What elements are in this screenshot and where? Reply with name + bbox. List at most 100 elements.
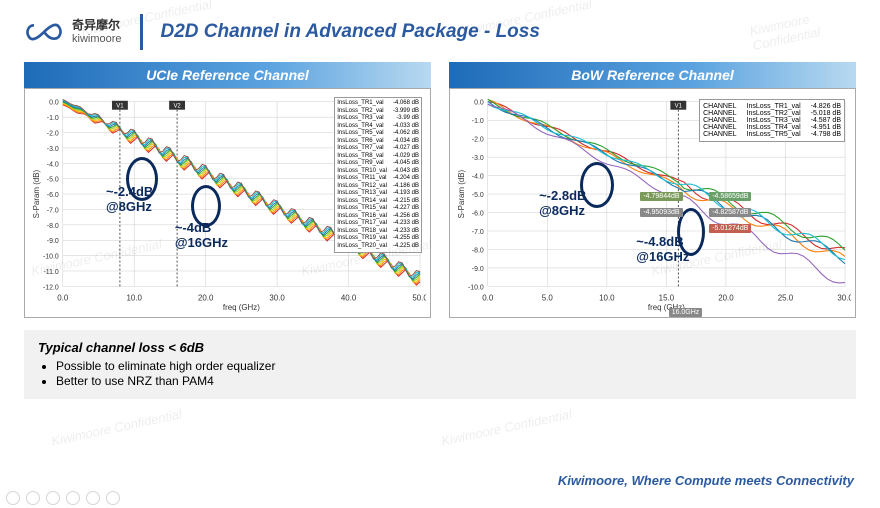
- svg-text:30.0: 30.0: [269, 293, 285, 302]
- annotation-label: ~-2.8dB@8GHz: [539, 189, 586, 219]
- tb-icon[interactable]: [26, 491, 40, 505]
- svg-text:-6.0: -6.0: [472, 211, 484, 218]
- svg-text:-3.0: -3.0: [472, 155, 484, 162]
- legend-row: InsLoss_TR17_val-4.233 dB: [337, 220, 419, 228]
- svg-text:-7.0: -7.0: [47, 207, 59, 214]
- page-title: D2D Channel in Advanced Package - Loss: [161, 21, 540, 43]
- legend-row: InsLoss_TR18_val-4.233 dB: [337, 228, 419, 236]
- legend-row: CHANNELInsLoss_TR1_val-4.826 dB: [703, 103, 841, 110]
- annotation-label: ~-4dB@16GHz: [175, 221, 228, 251]
- header: 奇异摩尔 kiwimoore D2D Channel in Advanced P…: [0, 0, 880, 60]
- svg-text:V1: V1: [116, 104, 124, 110]
- legend-row: InsLoss_TR11_val-4.204 dB: [337, 175, 419, 183]
- svg-text:S-Param (dB): S-Param (dB): [32, 169, 41, 218]
- svg-text:-7.0: -7.0: [472, 229, 484, 236]
- tb-icon[interactable]: [66, 491, 80, 505]
- svg-text:-12.0: -12.0: [43, 284, 59, 291]
- summary-box: Typical channel loss < 6dB Possible to e…: [24, 330, 856, 399]
- svg-text:-2.0: -2.0: [472, 137, 484, 144]
- ucie-chart-area: 0.010.020.030.040.050.0-12.0-11.0-10.0-9…: [24, 88, 431, 318]
- legend-row: InsLoss_TR1_val-4.068 dB: [337, 100, 419, 108]
- svg-text:-8.0: -8.0: [472, 247, 484, 254]
- svg-text:0.0: 0.0: [49, 100, 59, 107]
- charts-row: UCIe Reference Channel 0.0 10.0 20.0 30.0 40…: [0, 60, 880, 326]
- data-marker: -4.95093dB: [640, 208, 682, 217]
- divider: [140, 14, 143, 50]
- data-marker: -4.58659dB: [709, 192, 751, 201]
- legend-row: InsLoss_TR20_val-4.225 dB: [337, 243, 419, 251]
- data-marker: -5.01274dB: [709, 224, 751, 233]
- legend-row: CHANNELInsLoss_TR5_val-4.798 dB: [703, 131, 841, 138]
- summary-title: Typical channel loss < 6dB: [38, 340, 842, 355]
- svg-text:-6.0: -6.0: [47, 192, 59, 199]
- svg-text:0.0: 0.0: [57, 293, 69, 302]
- legend-row: InsLoss_TR5_val-4.062 dB: [337, 130, 419, 138]
- tb-icon[interactable]: [106, 491, 120, 505]
- svg-text:S-Param (dB): S-Param (dB): [457, 169, 466, 218]
- watermark: Kiwimoore Confidential: [440, 406, 573, 448]
- svg-text:freq (GHz): freq (GHz): [223, 303, 260, 312]
- svg-text:-5.0: -5.0: [472, 192, 484, 199]
- svg-text:50.0: 50.0: [412, 293, 426, 302]
- legend-row: InsLoss_TR12_val-4.186 dB: [337, 183, 419, 191]
- summary-bullet: Possible to eliminate high order equaliz…: [56, 359, 842, 373]
- svg-text:-4.0: -4.0: [472, 174, 484, 181]
- svg-text:40.0: 40.0: [341, 293, 357, 302]
- tb-icon[interactable]: [86, 491, 100, 505]
- bow-title: BoW Reference Channel: [449, 62, 856, 88]
- svg-text:-4.0: -4.0: [47, 161, 59, 168]
- legend-row: InsLoss_TR3_val-3.99 dB: [337, 115, 419, 123]
- summary-bullets: Possible to eliminate high order equaliz…: [56, 359, 842, 388]
- svg-text:V1: V1: [675, 104, 683, 110]
- svg-text:10.0: 10.0: [599, 293, 615, 302]
- data-marker: -4.79844dB: [640, 192, 682, 201]
- legend-row: InsLoss_TR7_val-4.027 dB: [337, 145, 419, 153]
- svg-text:-10.0: -10.0: [468, 284, 484, 291]
- annotation-label: ~-4.8dB@16GHz: [636, 235, 689, 265]
- legend-row: CHANNELInsLoss_TR4_val-4.951 dB: [703, 124, 841, 131]
- footer-tagline: Kiwimoore, Where Compute meets Connectiv…: [558, 473, 854, 488]
- svg-text:-10.0: -10.0: [43, 254, 59, 261]
- infinity-icon: [24, 20, 64, 44]
- tb-icon[interactable]: [46, 491, 60, 505]
- svg-text:-11.0: -11.0: [43, 269, 58, 276]
- svg-text:25.0: 25.0: [778, 293, 794, 302]
- legend-row: InsLoss_TR2_val-3.999 dB: [337, 108, 419, 116]
- svg-text:-9.0: -9.0: [47, 238, 59, 245]
- toolbar: [6, 491, 120, 505]
- legend-row: CHANNELInsLoss_TR2_val-5.018 dB: [703, 110, 841, 117]
- logo-en: kiwimoore: [72, 33, 122, 45]
- annotation-label: ~-2.4dB@8GHz: [106, 185, 153, 215]
- legend-row: CHANNELInsLoss_TR3_val-4.587 dB: [703, 117, 841, 124]
- svg-text:V2: V2: [173, 104, 180, 110]
- logo: 奇异摩尔 kiwimoore: [24, 19, 122, 44]
- legend-row: InsLoss_TR8_val-4.029 dB: [337, 153, 419, 161]
- ucie-chart-box: UCIe Reference Channel 0.010.020.030.040…: [24, 62, 431, 318]
- legend-row: InsLoss_TR6_val-4.034 dB: [337, 138, 419, 146]
- svg-text:20.0: 20.0: [718, 293, 734, 302]
- data-marker: 16.0GHz: [669, 308, 703, 317]
- legend-row: InsLoss_TR15_val-4.227 dB: [337, 205, 419, 213]
- svg-text:5.0: 5.0: [542, 293, 554, 302]
- legend-row: InsLoss_TR10_val-4.043 dB: [337, 168, 419, 176]
- bow-chart-box: BoW Reference Channel 0.0 5.0 10.0 15.0 20.0…: [449, 62, 856, 318]
- ucie-legend: InsLoss_TR1_val-4.068 dBInsLoss_TR2_val-…: [334, 97, 422, 253]
- ucie-title: UCIe Reference Channel: [24, 62, 431, 88]
- legend-row: InsLoss_TR19_val-4.255 dB: [337, 235, 419, 243]
- svg-text:30.0: 30.0: [837, 293, 851, 302]
- legend-row: InsLoss_TR16_val-4.256 dB: [337, 213, 419, 221]
- svg-text:-2.0: -2.0: [47, 131, 59, 138]
- bow-legend: CHANNELInsLoss_TR1_val-4.826 dBCHANNELIn…: [699, 99, 845, 142]
- legend-row: InsLoss_TR13_val-4.193 dB: [337, 190, 419, 198]
- svg-text:20.0: 20.0: [198, 293, 214, 302]
- svg-text:-5.0: -5.0: [47, 177, 59, 184]
- logo-cn: 奇异摩尔: [72, 19, 122, 32]
- legend-row: InsLoss_TR14_val-4.215 dB: [337, 198, 419, 206]
- svg-text:0.0: 0.0: [474, 100, 484, 107]
- tb-icon[interactable]: [6, 491, 20, 505]
- watermark: Kiwimoore Confidential: [50, 406, 183, 448]
- svg-text:15.0: 15.0: [659, 293, 675, 302]
- legend-row: InsLoss_TR9_val-4.045 dB: [337, 160, 419, 168]
- summary-bullet: Better to use NRZ than PAM4: [56, 374, 842, 388]
- bow-chart-area: 0.05.010.015.020.025.030.0-10.0-9.0-8.0-…: [449, 88, 856, 318]
